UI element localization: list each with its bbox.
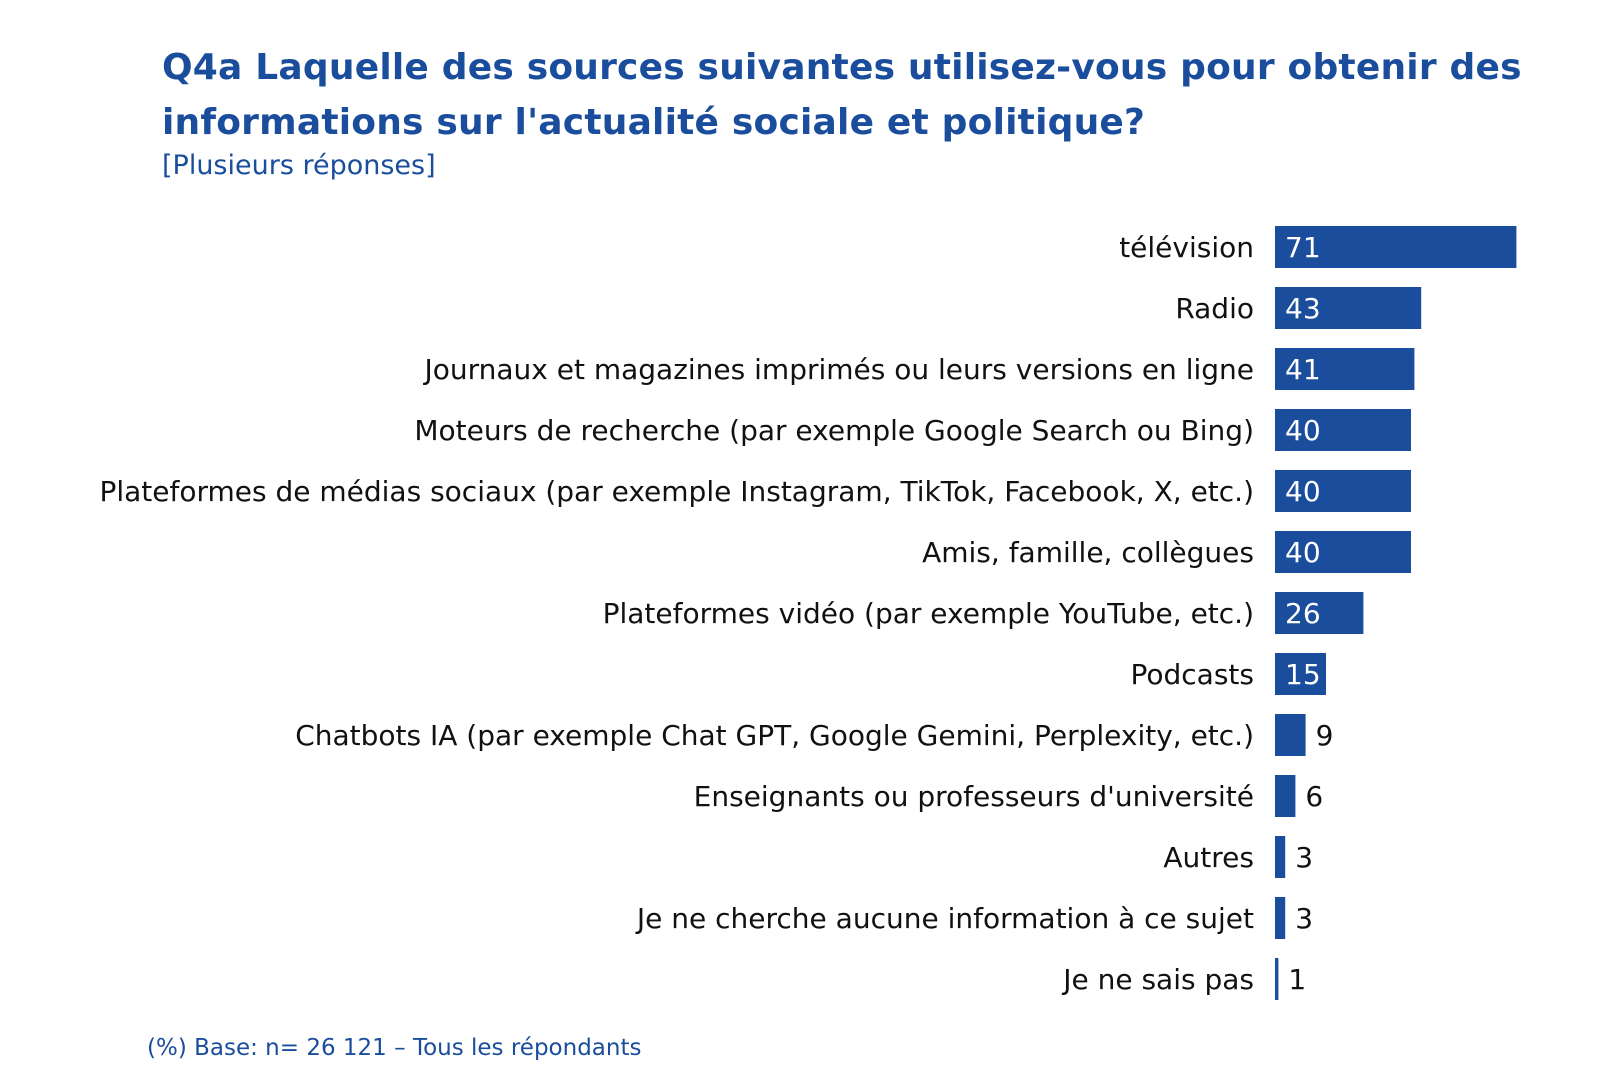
category-label-4: Plateformes de médias sociaux (par exemp…: [99, 475, 1254, 508]
bar-9: [1275, 775, 1296, 817]
category-label-1: Radio: [1175, 292, 1254, 325]
chart-title: Q4a Laquelle des sources suivantes utili…: [162, 47, 1522, 143]
value-label-10: 3: [1295, 841, 1313, 874]
value-label-6: 26: [1285, 597, 1321, 630]
bar-3: [1275, 409, 1411, 451]
bar-4: [1275, 470, 1411, 512]
category-label-2: Journaux et magazines imprimés ou leurs …: [422, 353, 1254, 386]
bar-1: [1275, 287, 1422, 329]
chart-subtitle: [Plusieurs réponses]: [162, 150, 436, 181]
bar-0: [1275, 226, 1517, 268]
value-label-1: 43: [1285, 292, 1321, 325]
category-label-5: Amis, famille, collègues: [922, 536, 1254, 569]
category-label-6: Plateformes vidéo (par exemple YouTube, …: [603, 597, 1254, 630]
category-label-10: Autres: [1163, 841, 1254, 874]
bar-12: [1275, 958, 1279, 1000]
category-label-8: Chatbots IA (par exemple Chat GPT, Googl…: [295, 719, 1254, 752]
value-label-3: 40: [1285, 414, 1321, 447]
bar-2: [1275, 348, 1415, 390]
value-label-8: 9: [1316, 719, 1334, 752]
value-label-9: 6: [1305, 780, 1323, 813]
chart-footnote: (%) Base: n= 26 121 – Tous les répondant…: [147, 1035, 642, 1061]
bar-7: [1275, 653, 1326, 695]
bar-6: [1275, 592, 1364, 634]
category-label-3: Moteurs de recherche (par exemple Google…: [414, 414, 1254, 447]
value-label-7: 15: [1285, 658, 1321, 691]
value-label-4: 40: [1285, 475, 1321, 508]
category-label-12: Je ne sais pas: [1061, 963, 1254, 996]
category-label-7: Podcasts: [1131, 658, 1255, 691]
value-label-11: 3: [1295, 902, 1313, 935]
bar-11: [1275, 897, 1286, 939]
category-label-9: Enseignants ou professeurs d'université: [694, 780, 1254, 813]
bar-8: [1275, 714, 1306, 756]
value-label-12: 1: [1288, 963, 1306, 996]
value-label-5: 40: [1285, 536, 1321, 569]
category-label-11: Je ne cherche aucune information à ce su…: [635, 902, 1254, 935]
category-label-0: télévision: [1119, 231, 1254, 264]
value-label-2: 41: [1285, 353, 1321, 386]
value-label-0: 71: [1285, 231, 1321, 264]
bar-10: [1275, 836, 1286, 878]
bar-5: [1275, 531, 1411, 573]
